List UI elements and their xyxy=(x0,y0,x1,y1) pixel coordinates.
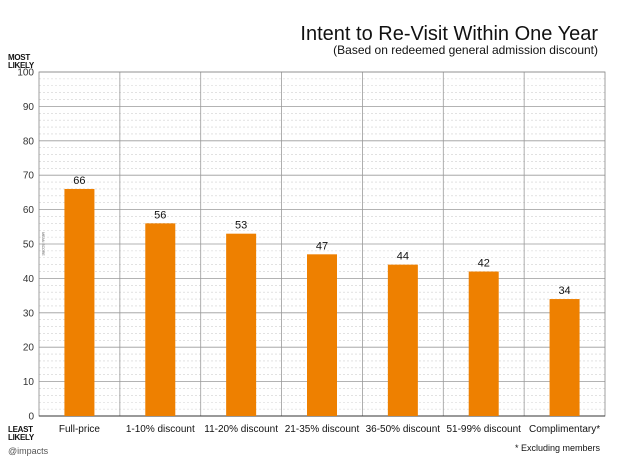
y-tick-label: 0 xyxy=(28,412,34,423)
x-tick-label: 1-10% discount xyxy=(126,424,195,435)
bar xyxy=(145,223,176,416)
data-label: 53 xyxy=(235,220,247,232)
y-top-label-line2: LIKELY xyxy=(8,61,35,70)
y-tick-label: 80 xyxy=(23,136,35,147)
bar xyxy=(468,271,499,416)
y-tick-label: 40 xyxy=(23,274,35,285)
y-top-label-line1: MOST xyxy=(8,53,30,62)
data-label: 44 xyxy=(397,251,409,263)
x-tick-label: 36-50% discount xyxy=(366,424,441,435)
data-labels: 66 56 53 47 44 42 34 xyxy=(73,175,570,297)
y-tick-label: 100 xyxy=(17,68,34,79)
bar xyxy=(387,264,418,416)
y-tick-label: 50 xyxy=(23,240,35,251)
x-axis-labels: Full-price 1-10% discount 11-20% discount 2… xyxy=(59,424,600,435)
bars xyxy=(64,188,580,416)
bar xyxy=(307,254,337,416)
y-tick-label: 10 xyxy=(23,377,35,388)
y-axis-title: MEAN SCORE xyxy=(41,232,45,256)
data-label: 34 xyxy=(558,285,570,297)
credit-label: @impacts xyxy=(8,446,49,456)
bar xyxy=(549,299,580,416)
y-tick-label: 70 xyxy=(23,171,35,182)
y-axis-ticks: 0 10 20 30 40 50 60 70 80 90 100 xyxy=(17,68,34,423)
bar xyxy=(64,188,95,416)
x-tick-label: 51-99% discount xyxy=(446,424,521,435)
y-tick-label: 90 xyxy=(23,102,35,113)
y-tick-label: 60 xyxy=(23,205,35,216)
y-tick-label: 20 xyxy=(23,343,35,354)
data-label: 56 xyxy=(154,209,166,221)
x-tick-label: Complimentary* xyxy=(529,424,600,435)
data-label: 47 xyxy=(316,240,328,252)
y-bottom-label-line2: LIKELY xyxy=(8,433,35,442)
chart-subtitle: (Based on redeemed general admission dis… xyxy=(333,43,598,57)
chart-title: Intent to Re-Visit Within One Year xyxy=(300,23,598,45)
data-label: 66 xyxy=(73,175,85,187)
data-label: 42 xyxy=(478,258,490,270)
x-tick-label: 21-35% discount xyxy=(285,424,360,435)
y-bottom-label-line1: LEAST xyxy=(8,425,33,434)
bar xyxy=(226,233,257,416)
x-tick-label: 11-20% discount xyxy=(204,424,278,435)
x-tick-label: Full-price xyxy=(59,424,101,435)
y-tick-label: 30 xyxy=(23,308,35,319)
footnote: * Excluding members xyxy=(515,443,601,453)
